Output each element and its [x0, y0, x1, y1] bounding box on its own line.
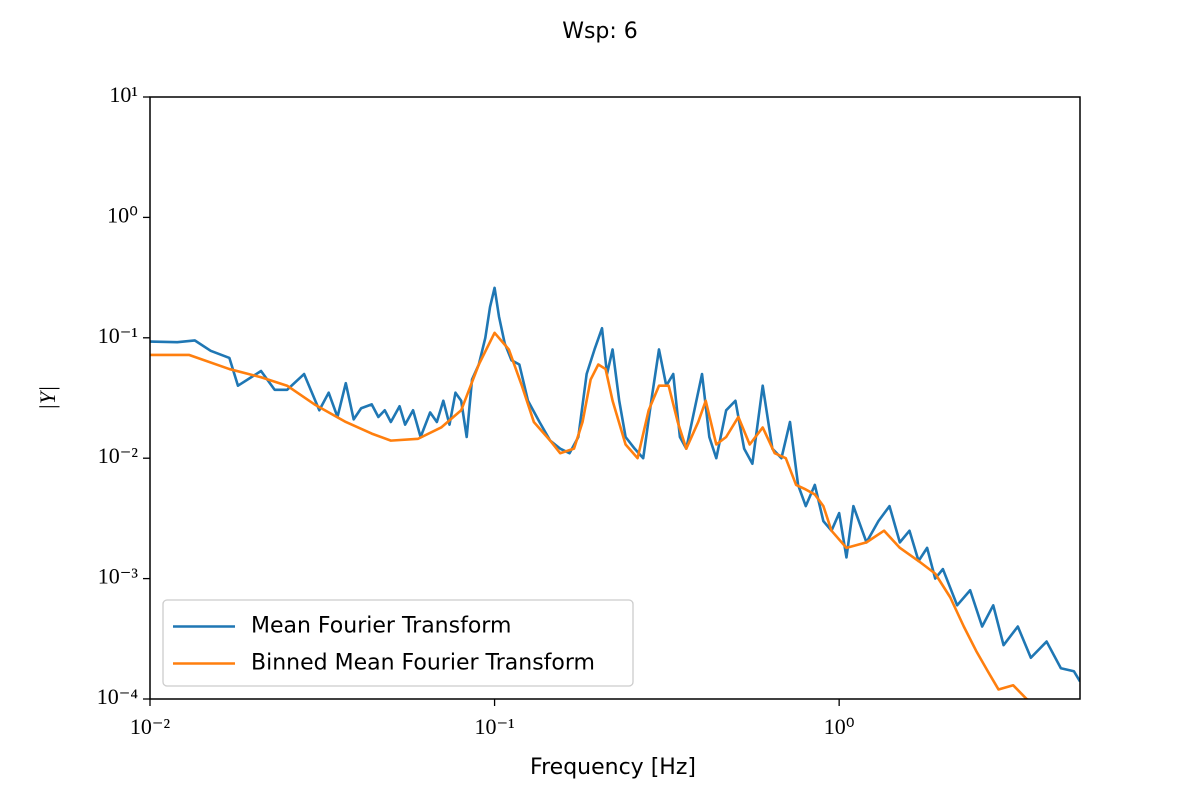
y-tick-label: 10¹ [109, 82, 138, 107]
axes-frame [149, 96, 1081, 700]
plot-area [150, 286, 1080, 699]
y-tick-label: 10⁻² [98, 443, 139, 468]
y-tick-label: 10⁰ [107, 202, 138, 227]
legend-label: Mean Fourier Transform [251, 614, 511, 639]
y-tick-label: 10⁻⁴ [97, 684, 139, 709]
legend-box [162, 599, 634, 687]
y-tick-label: 10⁻¹ [98, 323, 138, 348]
x-tick-label: 10⁻¹ [474, 714, 514, 739]
x-tick-label: 10⁰ [824, 714, 855, 739]
x-axis-label: Frequency [Hz] [530, 755, 696, 780]
x-tick-label: 10⁻² [130, 714, 171, 739]
series-line [150, 331, 1030, 699]
legend-label: Binned Mean Fourier Transform [251, 651, 595, 676]
chart-title: Wsp: 6 [562, 19, 638, 44]
series-line [150, 286, 1080, 683]
y-axis-label: |Y| [35, 386, 60, 410]
y-tick-label: 10⁻³ [98, 564, 139, 589]
